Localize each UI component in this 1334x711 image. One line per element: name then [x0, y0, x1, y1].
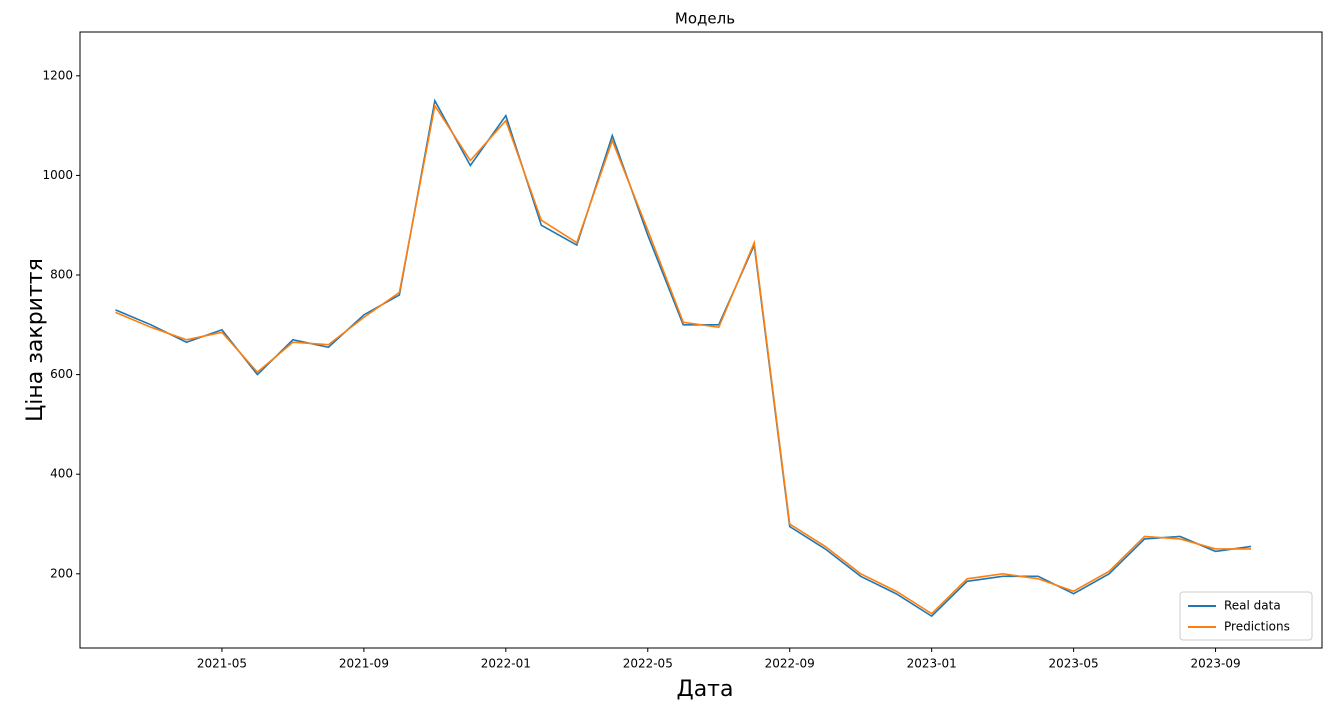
- y-tick-label: 600: [50, 367, 73, 381]
- legend-label: Real data: [1224, 599, 1281, 613]
- plot-frame: [79, 31, 1323, 649]
- legend-label: Predictions: [1224, 620, 1290, 634]
- line-series: [115, 103, 1252, 615]
- y-tick-label: 200: [50, 566, 73, 580]
- x-axis-label: Дата: [677, 677, 734, 702]
- x-tick-label: 2022-09: [765, 657, 815, 671]
- x-tick-label: 2021-05: [197, 657, 247, 671]
- x-tick-label: 2022-05: [623, 657, 673, 671]
- x-tick-label: 2021-09: [339, 657, 389, 671]
- y-tick-label: 800: [50, 268, 73, 282]
- x-tick-label: 2023-05: [1049, 657, 1099, 671]
- chart-title: Модель: [675, 10, 735, 28]
- y-tick-label: 1200: [42, 68, 73, 82]
- y-tick-label: 400: [50, 467, 73, 481]
- x-tick-label: 2023-09: [1190, 657, 1240, 671]
- x-tick-label: 2022-01: [481, 657, 531, 671]
- line-series: [115, 98, 1252, 618]
- x-tick-label: 2023-01: [907, 657, 957, 671]
- y-tick-label: 1000: [42, 168, 73, 182]
- y-axis-label: Ціна закриття: [23, 258, 48, 422]
